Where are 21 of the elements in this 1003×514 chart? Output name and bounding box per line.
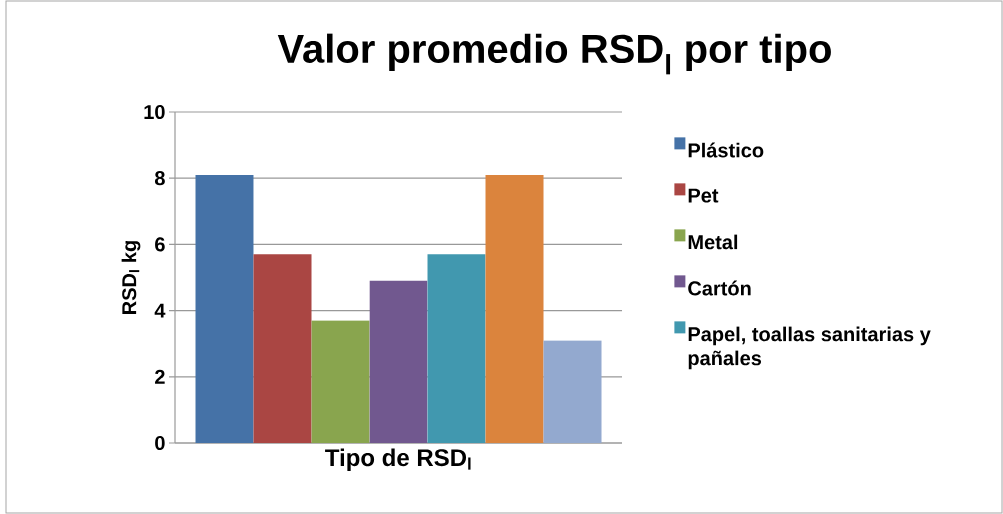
y-tick-label: 4 (154, 303, 166, 318)
legend-label: Cartón (688, 280, 751, 296)
legend-label: Plástico (688, 142, 764, 158)
y-tick-label: 6 (155, 237, 165, 252)
bar (427, 254, 486, 443)
bar (369, 280, 428, 443)
y-tick-label: 10 (144, 104, 165, 120)
y-tick-label: 8 (154, 171, 165, 186)
legend-label: Metal (688, 234, 738, 250)
bar (253, 254, 312, 443)
bar (485, 174, 544, 443)
bar (311, 320, 370, 443)
y-axis-title: RSD$_{l}$ kg (121, 241, 141, 314)
bar (543, 340, 602, 443)
bar (195, 174, 254, 443)
y-tick-label: 2 (155, 369, 165, 384)
y-tick-label: 0 (155, 435, 165, 451)
chart-title: Valor promedio RSD$_{l}$ por tipo (277, 33, 831, 75)
legend-label: Papel, toallas sanitarias y pañales (688, 326, 931, 370)
legend-label: Pet (688, 188, 719, 203)
x-axis-title: Tipo de RSD$_{l}$ (325, 448, 471, 471)
